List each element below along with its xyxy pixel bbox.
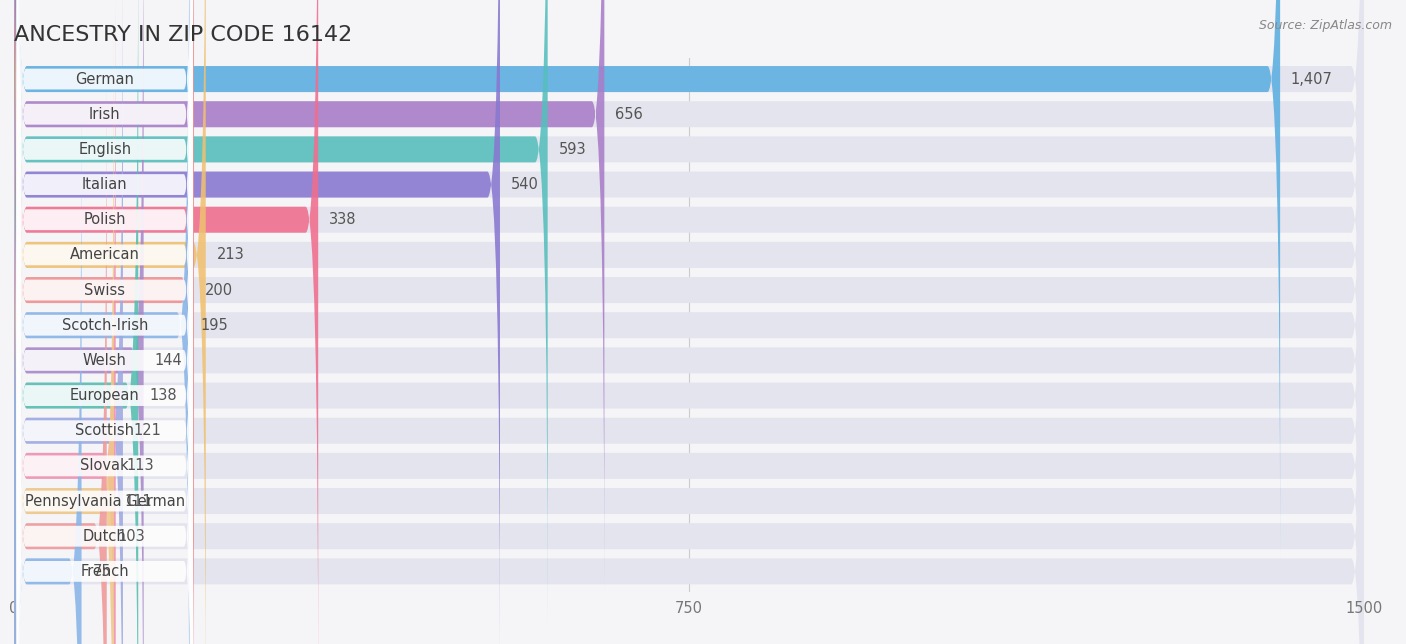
FancyBboxPatch shape (14, 0, 605, 594)
Text: ANCESTRY IN ZIP CODE 16142: ANCESTRY IN ZIP CODE 16142 (14, 25, 353, 45)
FancyBboxPatch shape (14, 0, 1364, 644)
Text: 593: 593 (558, 142, 586, 157)
Text: 200: 200 (205, 283, 233, 298)
Text: American: American (70, 247, 139, 262)
Text: Italian: Italian (82, 177, 128, 192)
Text: 111: 111 (125, 493, 152, 509)
FancyBboxPatch shape (14, 57, 107, 644)
Text: Welsh: Welsh (83, 353, 127, 368)
FancyBboxPatch shape (14, 0, 138, 644)
FancyBboxPatch shape (14, 0, 1364, 644)
FancyBboxPatch shape (14, 0, 1364, 644)
FancyBboxPatch shape (14, 0, 1364, 644)
FancyBboxPatch shape (17, 230, 193, 644)
Text: 213: 213 (217, 247, 245, 262)
Text: 121: 121 (134, 423, 162, 438)
Text: English: English (79, 142, 131, 157)
FancyBboxPatch shape (17, 0, 193, 526)
FancyBboxPatch shape (14, 0, 1364, 629)
FancyBboxPatch shape (14, 0, 1364, 644)
FancyBboxPatch shape (14, 0, 1279, 558)
Text: Slovak: Slovak (80, 459, 129, 473)
Text: European: European (70, 388, 139, 403)
FancyBboxPatch shape (14, 22, 114, 644)
FancyBboxPatch shape (17, 0, 193, 631)
FancyBboxPatch shape (14, 57, 1364, 644)
Text: 75: 75 (93, 564, 111, 579)
Text: Polish: Polish (83, 213, 127, 227)
FancyBboxPatch shape (17, 90, 193, 644)
FancyBboxPatch shape (14, 0, 1364, 558)
FancyBboxPatch shape (17, 54, 193, 644)
FancyBboxPatch shape (14, 0, 115, 644)
FancyBboxPatch shape (14, 0, 190, 644)
FancyBboxPatch shape (14, 92, 1364, 644)
Text: Swiss: Swiss (84, 283, 125, 298)
FancyBboxPatch shape (17, 19, 193, 644)
FancyBboxPatch shape (14, 0, 143, 644)
Text: German: German (76, 71, 134, 86)
FancyBboxPatch shape (14, 0, 1364, 644)
Text: Scottish: Scottish (76, 423, 135, 438)
Text: 195: 195 (200, 317, 228, 333)
FancyBboxPatch shape (14, 0, 205, 644)
FancyBboxPatch shape (17, 0, 193, 455)
Text: Scotch-Irish: Scotch-Irish (62, 317, 148, 333)
Text: 103: 103 (118, 529, 145, 544)
Text: Irish: Irish (89, 107, 121, 122)
FancyBboxPatch shape (14, 0, 318, 644)
FancyBboxPatch shape (17, 0, 193, 421)
FancyBboxPatch shape (14, 0, 1364, 594)
FancyBboxPatch shape (17, 160, 193, 644)
Text: 338: 338 (329, 213, 357, 227)
FancyBboxPatch shape (14, 0, 122, 644)
FancyBboxPatch shape (14, 0, 1364, 644)
FancyBboxPatch shape (14, 22, 1364, 644)
FancyBboxPatch shape (17, 0, 193, 561)
FancyBboxPatch shape (17, 0, 193, 491)
Text: Source: ZipAtlas.com: Source: ZipAtlas.com (1258, 19, 1392, 32)
Text: 540: 540 (510, 177, 538, 192)
Text: Pennsylvania German: Pennsylvania German (25, 493, 184, 509)
Text: Dutch: Dutch (83, 529, 127, 544)
FancyBboxPatch shape (17, 0, 193, 644)
FancyBboxPatch shape (14, 0, 501, 644)
Text: 656: 656 (616, 107, 643, 122)
FancyBboxPatch shape (17, 0, 193, 596)
Text: French: French (80, 564, 129, 579)
Text: 1,407: 1,407 (1291, 71, 1333, 86)
FancyBboxPatch shape (14, 0, 194, 644)
Text: 113: 113 (127, 459, 155, 473)
FancyBboxPatch shape (14, 0, 548, 629)
Text: 138: 138 (149, 388, 177, 403)
FancyBboxPatch shape (14, 0, 1364, 644)
FancyBboxPatch shape (14, 92, 82, 644)
FancyBboxPatch shape (17, 125, 193, 644)
FancyBboxPatch shape (17, 195, 193, 644)
FancyBboxPatch shape (14, 0, 1364, 644)
Text: 144: 144 (155, 353, 183, 368)
